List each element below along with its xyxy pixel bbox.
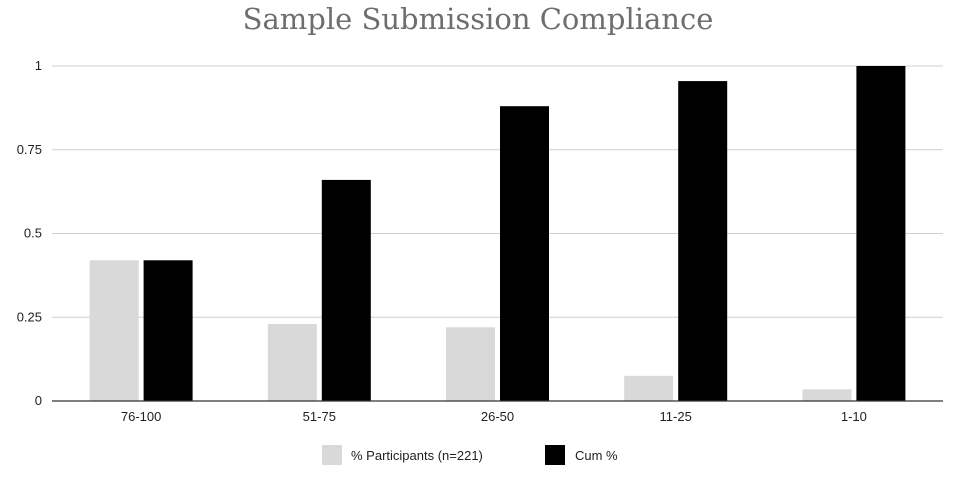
y-tick-label: 0.25 [17,309,42,324]
x-tick-label: 11-25 [660,409,692,424]
y-tick-label: 0.75 [17,142,42,157]
bar-cumulative [143,260,193,401]
y-tick-label: 0.5 [24,226,42,241]
x-tick-label: 51-75 [303,409,336,424]
bar-participants [267,323,317,401]
x-axis-tick-labels: 76-100 51-75 26-50 11-25 1-10 [121,409,867,424]
bar-participants [802,389,852,401]
x-tick-label: 1-10 [841,409,867,424]
bar-participants [446,327,495,401]
bar-cumulative [500,106,549,401]
legend-label-cumulative: Cum % [575,448,618,463]
x-tick-label: 26-50 [481,409,514,424]
y-tick-label: 1 [35,58,42,73]
bar-participants [624,375,674,401]
bars [89,66,906,401]
x-tick-label: 76-100 [121,409,161,424]
bar-participants [89,260,139,401]
legend: % Participants (n=221) Cum % [322,445,618,465]
bar-cumulative [321,179,371,401]
gridlines [52,65,943,318]
legend-swatch-participants [322,445,342,465]
bar-cumulative [856,66,906,401]
legend-label-participants: % Participants (n=221) [351,448,483,463]
y-axis-tick-labels: 0 0.25 0.5 0.75 1 [17,58,42,408]
y-tick-label: 0 [35,393,42,408]
bar-cumulative [678,81,728,401]
legend-swatch-cumulative [545,445,565,465]
chart-title: Sample Submission Compliance [243,2,714,36]
